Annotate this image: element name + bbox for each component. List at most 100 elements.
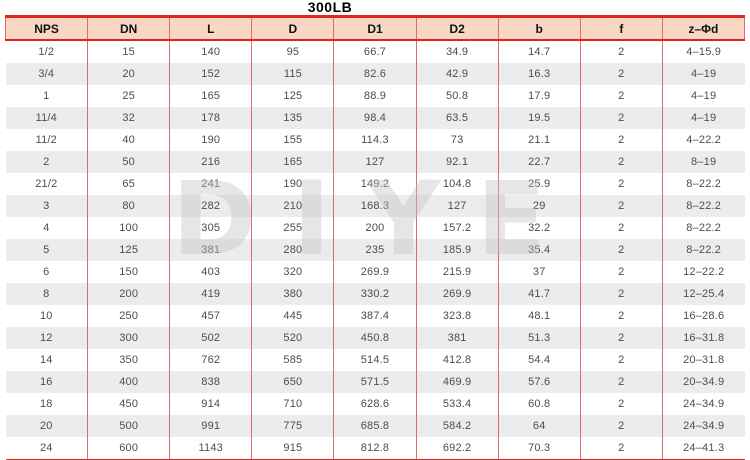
cell: 16.3	[497, 63, 581, 85]
cell: 600	[87, 437, 170, 460]
cell: 8–22.2	[661, 217, 745, 239]
cell: 330.2	[333, 283, 417, 305]
cell: 92.1	[415, 151, 499, 173]
cell: 168.3	[333, 195, 417, 217]
cell: 812.8	[333, 437, 417, 460]
cell: 2	[579, 129, 663, 151]
cell: 571.5	[333, 371, 417, 393]
cell: 2	[579, 327, 663, 349]
cell: 51.3	[497, 327, 581, 349]
cell: 514.5	[333, 349, 417, 371]
cell: 685.8	[333, 415, 417, 437]
cell: 2	[579, 415, 663, 437]
cell: 4	[43, 222, 50, 234]
cell: 8–22.2	[661, 195, 745, 217]
cell: 419	[169, 283, 252, 305]
cell: 50	[87, 151, 170, 173]
cell: 269.9	[415, 283, 499, 305]
cell: 2	[579, 349, 663, 371]
table-body: 1/2 15 140 95 66.7 34.9 14.7 2 4–15.9 3/4 20 152 115…	[5, 40, 745, 460]
table-row: 11/4 32 178 135 98.4 63.5 19.5 2 4–19	[5, 107, 745, 129]
cell: 2	[579, 393, 663, 415]
table-row: 3/4 20 152 115 82.6 42.9 16.3 2 4–19	[5, 63, 745, 85]
table-row: 3 80 282 210 168.3 127 29 2 8–22.2	[5, 195, 745, 217]
cell: 380	[251, 283, 334, 305]
cell: 16–31.8	[661, 327, 745, 349]
cell: 235	[333, 239, 417, 261]
cell: 269.9	[333, 261, 417, 283]
cell: 914	[169, 393, 252, 415]
column-header-d2: D2	[415, 15, 499, 41]
cell: 692.2	[415, 437, 499, 460]
cell: 11/2	[35, 134, 57, 146]
cell: 2	[579, 371, 663, 393]
cell: 628.6	[333, 393, 417, 415]
cell: 95	[251, 40, 334, 63]
cell: 48.1	[497, 305, 581, 327]
table-row: 14 350 762 585 514.5 412.8 54.4 2 20–31.8	[6, 349, 745, 371]
table-row: 1 25 165 125 88.9 50.8 17.9 2 4–19	[6, 85, 745, 107]
cell: 35.4	[497, 239, 581, 261]
cell: 282	[169, 195, 252, 217]
table-row: 8 200 419 380 330.2 269.9 41.7 2 12–25.4	[5, 283, 745, 305]
cell: 991	[169, 415, 252, 437]
cell: 14.7	[497, 40, 581, 63]
cell: 8–19	[661, 151, 745, 173]
cell: 100	[87, 217, 170, 239]
cell: 21.1	[497, 129, 581, 151]
cell: 381	[415, 327, 499, 349]
cell: 185.9	[415, 239, 499, 261]
cell: 12	[5, 327, 88, 349]
table-header: NPS DN L D D1 D2 b f z–Φd	[4, 15, 746, 41]
cell: 4–19	[661, 107, 745, 129]
cell: 135	[251, 107, 334, 129]
cell: 20	[5, 415, 88, 437]
table-row: 10 250 457 445 387.4 323.8 48.1 2 16–28.6	[6, 305, 745, 327]
table-row: 4 100 305 255 200 157.2 32.2 2 8–22.2	[6, 217, 745, 239]
cell: 457	[169, 305, 252, 327]
cell: 762	[169, 349, 252, 371]
cell: 2	[579, 195, 663, 217]
table-row: 1/2 15 140 95 66.7 34.9 14.7 2 4–15.9	[6, 40, 745, 63]
cell: 17.9	[497, 85, 581, 107]
cell: 70.3	[497, 437, 581, 460]
cell: 8–22.2	[661, 173, 745, 195]
cell: 469.9	[415, 371, 499, 393]
table-row: 16 400 838 650 571.5 469.9 57.6 2 20–34.9	[5, 371, 745, 393]
page-title: 300LB	[307, 0, 353, 15]
cell: 34.9	[415, 40, 499, 63]
cell: 20–34.9	[661, 371, 745, 393]
table-row: 2 50 216 165 127 92.1 22.7 2 8–19	[5, 151, 745, 173]
column-header-d1: D1	[333, 15, 417, 41]
cell: 24–34.9	[661, 415, 745, 437]
cell: 3	[5, 195, 88, 217]
cell: 300	[87, 327, 170, 349]
cell: 502	[169, 327, 252, 349]
cell: 104.8	[415, 173, 499, 195]
table-row: 21/2 65 241 190 149.2 104.8 25.9 2 8–22.2	[6, 173, 745, 195]
column-header-l: L	[169, 15, 252, 41]
cell: 63.5	[415, 107, 499, 129]
cell: 155	[251, 129, 334, 151]
cell: 2	[579, 151, 663, 173]
column-header-dn: DN	[87, 15, 170, 41]
cell: 140	[169, 40, 252, 63]
cell: 350	[87, 349, 170, 371]
cell: 2	[579, 217, 663, 239]
cell: 16	[5, 371, 88, 393]
cell: 584.2	[415, 415, 499, 437]
cell: 2	[5, 151, 88, 173]
cell: 149.2	[333, 173, 417, 195]
cell: 4–19	[661, 85, 745, 107]
cell: 165	[169, 85, 252, 107]
cell: 127	[333, 151, 417, 173]
cell: 20–31.8	[661, 349, 745, 371]
cell: 585	[251, 349, 334, 371]
cell: 21/2	[35, 178, 58, 190]
cell: 1/2	[38, 46, 55, 58]
cell: 22.7	[497, 151, 581, 173]
cell: 215.9	[415, 261, 499, 283]
cell: 710	[251, 393, 334, 415]
cell: 66.7	[333, 40, 417, 63]
